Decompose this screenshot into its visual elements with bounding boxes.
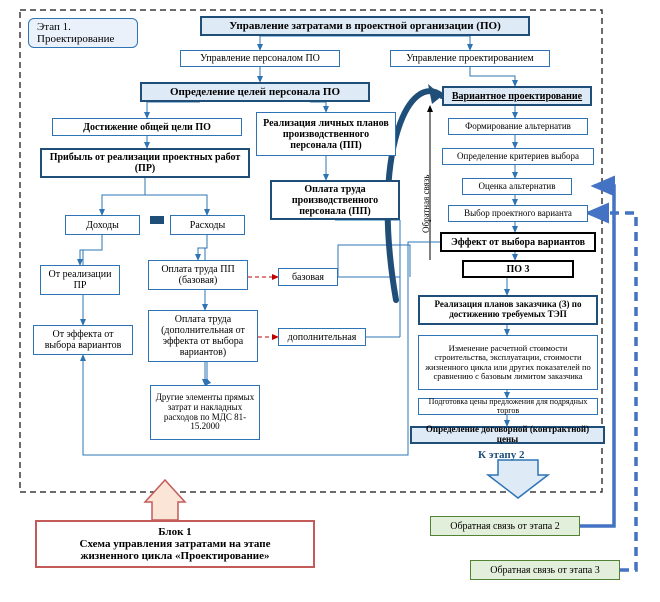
n_po3: ПО 3 [462, 260, 574, 278]
n_goals: Определение целей персонала ПО [140, 82, 370, 102]
k-etapu-2-label: К этапу 2 [478, 449, 524, 461]
n_choice: Выбор проектного варианта [448, 205, 588, 222]
stage-line1: Этап 1. [37, 21, 133, 33]
legend-stage-2: Обратная связь от этапа 2 [430, 516, 580, 536]
n_base: базовая [278, 268, 338, 286]
n_from_pr: От реализации ПР [40, 265, 120, 295]
block1-l3: жизненного цикла «Проектирование» [41, 550, 309, 562]
n_profit: Прибыль от реализации проектных работ (П… [40, 148, 250, 178]
block1-caption: Блок 1Схема управления затратами на этап… [35, 520, 315, 568]
n_crit: Определение критериев выбора [442, 148, 594, 165]
n_change: Изменение расчетной стоимости строительс… [418, 335, 598, 390]
n_plans_pp: Реализация личных планов производственно… [256, 112, 396, 156]
n_income: Доходы [65, 215, 140, 235]
html-layer: Этап 1.Проектирование Управление затратам… [0, 0, 660, 602]
stage-tag: Этап 1.Проектирование [28, 18, 138, 48]
n_from_eff: От эффекта от выбора вариантов [33, 325, 133, 355]
n_var_design: Вариантное проектирование [442, 86, 592, 106]
block1-l1: Блок 1 [41, 526, 309, 538]
n_other: Другие элементы прямых затрат и накладны… [150, 385, 260, 440]
n_effect: Эффект от выбора вариантов [440, 232, 596, 252]
n_form_alt: Формирование альтернатив [448, 118, 588, 135]
n_proj: Управление проектированием [390, 50, 550, 67]
feedback-label: Обратная связь [421, 175, 431, 233]
n_salary_pp: Оплата труда производственного персонала… [270, 180, 400, 220]
block1-l2: Схема управления затратами на этапе [41, 538, 309, 550]
n_contract: Определение договорной (контрактной) цен… [410, 426, 605, 444]
n_real_plans: Реализация планов заказчика (З) по дости… [418, 295, 598, 325]
n_eval: Оценка альтернатив [462, 178, 572, 195]
n_ot_extra: Оплата труда (дополнительная от эффекта … [148, 310, 258, 362]
stage-line2: Проектирование [37, 33, 133, 45]
n_pers: Управление персоналом ПО [180, 50, 340, 67]
n_expense: Расходы [170, 215, 245, 235]
n_title: Управление затратами в проектной организ… [200, 16, 530, 36]
n_ot_pp_base: Оплата труда ПП (базовая) [148, 260, 248, 290]
legend-stage-3: Обратная связь от этапа 3 [470, 560, 620, 580]
n_extra: дополнительная [278, 328, 366, 346]
n_price_prep: Подготовка цены предложения для подрядны… [418, 398, 598, 415]
n_goal_po: Достижение общей цели ПО [52, 118, 242, 136]
